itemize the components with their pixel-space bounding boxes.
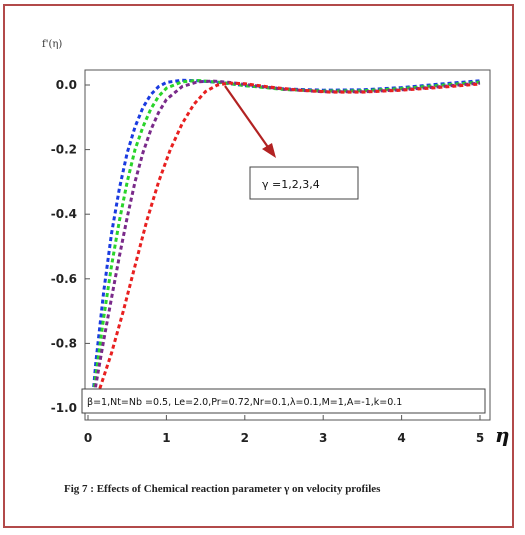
series-line-3 [90,79,481,409]
x-tick-label: 3 [319,431,327,445]
series-line-4 [90,81,481,409]
plot-area [84,69,491,421]
series-line-1 [90,78,481,409]
series-line-2 [90,79,481,409]
y-axis: 0.0 -0.2 -0.4 -0.6 -0.8 -1.0 [51,78,90,415]
annotation-arrow-line [224,85,271,151]
series-layer [90,78,481,409]
y-tick-label: -0.2 [51,143,77,157]
parameter-box [81,388,486,414]
y-tick-label: -0.8 [51,336,77,350]
x-tick-label: 2 [241,431,249,445]
y-tick-label: -1.0 [51,401,77,415]
figure-caption: Fig 7 : Effects of Chemical reaction par… [64,483,381,495]
figure-frame [3,4,514,528]
y-axis-title: f'(η) [42,39,62,50]
annotation-box [249,166,359,200]
annotation-arrow-head [262,143,276,158]
x-tick-label: 5 [476,431,484,445]
y-tick-label: 0.0 [56,78,77,92]
y-tick-label: -0.4 [51,207,77,221]
y-tick-label: -0.6 [51,272,77,286]
x-axis: 0 1 2 3 4 5 [84,415,484,445]
x-tick-label: 4 [397,431,405,445]
parameter-text: β=1,Nt=Nb =0.5, Le=2.0,Pr=0.72,Nr=0.1,λ=… [87,397,402,408]
x-tick-label: 1 [162,431,170,445]
annotation-text: γ =1,2,3,4 [262,178,320,191]
x-tick-label: 0 [84,431,92,445]
x-axis-title: η [495,423,510,447]
